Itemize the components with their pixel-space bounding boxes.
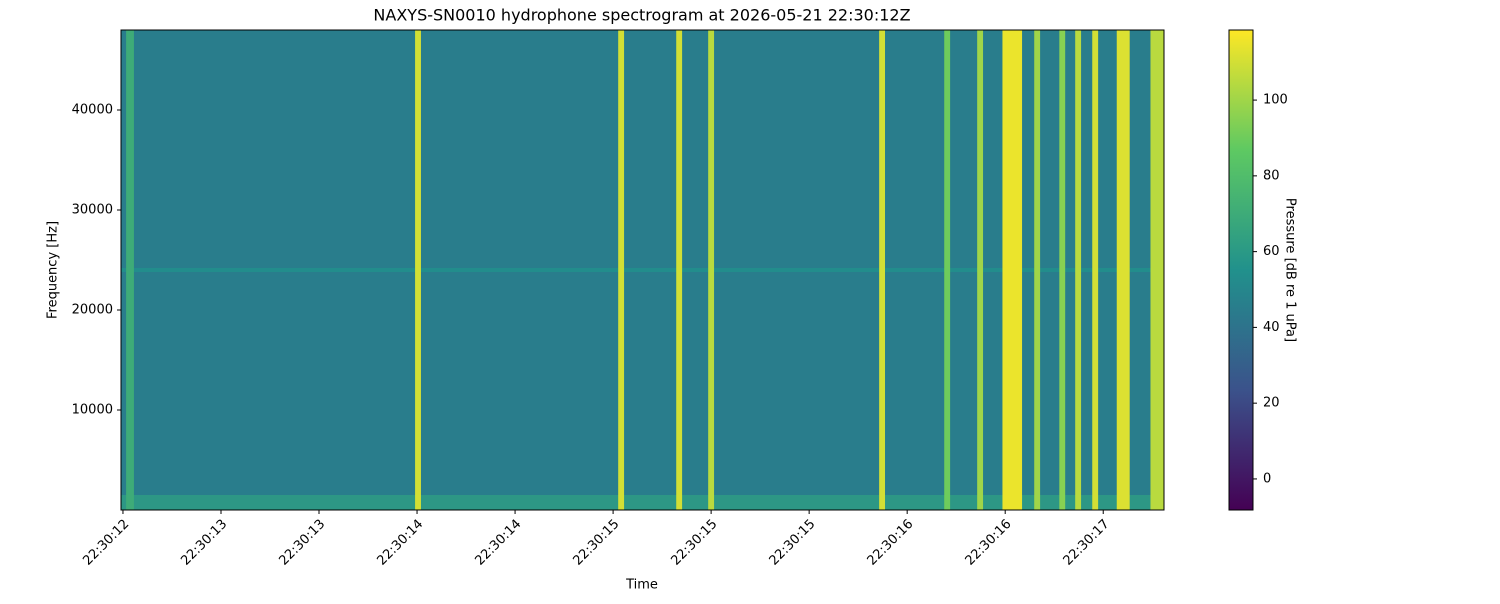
x-tick-label: 22:30:16: [963, 517, 1015, 569]
event-band: [1092, 30, 1099, 510]
event-band: [977, 30, 984, 510]
event-band: [1075, 30, 1082, 510]
x-tick-label: 22:30:17: [1061, 517, 1113, 569]
event-band: [879, 30, 886, 510]
x-tick-label: 22:30:14: [374, 517, 426, 569]
colorbar: [1228, 29, 1254, 511]
x-tick-label: 22:30:15: [767, 517, 819, 569]
chart-title: NAXYS-SN0010 hydrophone spectrogram at 2…: [373, 6, 910, 25]
x-tick-label: 22:30:15: [571, 517, 623, 569]
x-tick-label: 22:30:12: [80, 517, 132, 569]
event-band: [126, 30, 134, 510]
x-tick-label: 22:30:14: [472, 517, 524, 569]
x-axis-label: Time: [625, 578, 658, 593]
x-tick-label: 22:30:13: [178, 517, 230, 569]
event-band: [1002, 30, 1023, 510]
event-band: [944, 30, 951, 510]
low-band: [121, 495, 1164, 510]
event-band: [676, 30, 683, 510]
y-tick-label: 10000: [72, 403, 113, 418]
x-tick-label: 22:30:15: [669, 517, 721, 569]
colorbar-tick-label: 20: [1263, 396, 1280, 411]
event-band: [618, 30, 625, 510]
colorbar-label: Pressure [dB re 1 uPa]: [1283, 198, 1298, 342]
event-band: [1116, 30, 1130, 510]
x-tick-label: 22:30:16: [865, 517, 917, 569]
colorbar-tick-label: 40: [1263, 320, 1280, 335]
event-band: [415, 30, 421, 510]
event-band: [708, 30, 715, 510]
y-tick-label: 20000: [72, 303, 113, 318]
colorbar-tick-label: 60: [1263, 244, 1280, 259]
y-tick-label: 30000: [72, 203, 113, 218]
colorbar-tick-label: 0: [1263, 471, 1271, 486]
tone-line: [121, 268, 1164, 272]
colorbar-tick-label: 80: [1263, 168, 1280, 183]
event-band: [1150, 30, 1164, 510]
y-tick-label: 40000: [72, 103, 113, 118]
event-band: [1034, 30, 1041, 510]
x-tick-label: 22:30:13: [276, 517, 328, 569]
colorbar-tick-label: 100: [1263, 93, 1288, 108]
event-band: [1059, 30, 1066, 510]
y-axis-label: Frequency [Hz]: [46, 221, 61, 319]
plot-frame: [120, 29, 1165, 511]
